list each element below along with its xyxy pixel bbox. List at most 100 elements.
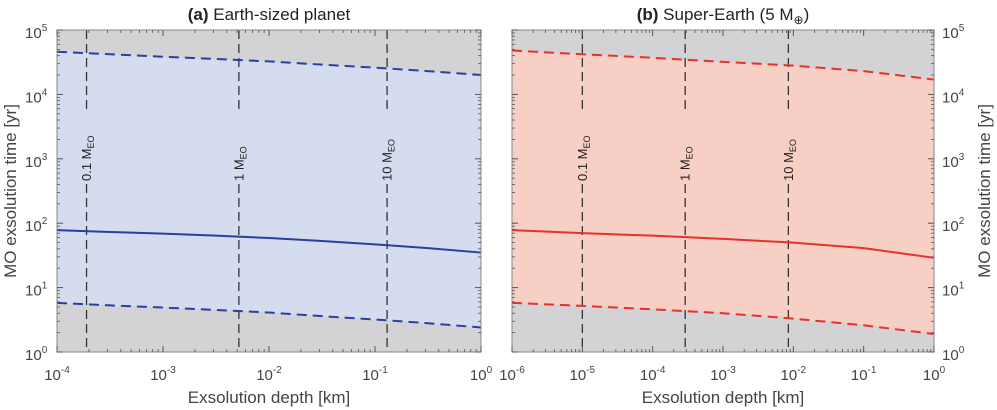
uncertainty-band [512,50,934,335]
reference-label-subscript: EO [582,135,592,148]
reference-label-background [77,112,96,184]
reference-label-text: 1 M [678,159,693,181]
tick-exponent: 1 [42,281,48,292]
x-tick-label: 100 [923,365,946,384]
tick-base: 10 [851,367,868,384]
lower-bound-line [56,301,482,329]
tick-exponent: -5 [586,365,595,376]
tick-exponent: 0 [42,345,48,356]
y-tick-label: 100 [25,345,48,364]
tick-exponent: 3 [42,152,48,163]
y-tick-label: 105 [25,23,48,42]
reference-label-background [676,112,695,184]
y-axis-label: MO exsolution time [yr] [1,104,20,278]
title-text: Earth-sized planet [213,5,350,24]
tick-base: 10 [25,347,42,364]
tick-base: 10 [25,283,42,300]
tick-exponent: -6 [516,365,525,376]
tick-exponent: 0 [487,365,493,376]
reference-label-text: 0.1 M [79,148,94,181]
tick-exponent: 1 [959,281,965,292]
median-line [511,229,935,259]
reference-label-subscript: EO [788,139,798,152]
tick-base: 10 [640,367,657,384]
x-tick-label: 10-4 [44,365,70,384]
y-tick-label: 102 [25,216,48,235]
lower-bound-line [511,301,935,336]
tick-exponent: 0 [940,365,946,376]
panel-title: (a) Earth-sized planet [188,5,351,24]
tick-exponent: 0 [959,345,965,356]
reference-label-background [229,112,248,184]
tick-base: 10 [44,367,61,384]
y-tick-label: 103 [25,152,48,171]
x-axis-label: Exsolution depth [km] [188,388,351,407]
upper-bound-line [511,49,935,81]
x-tick-label: 10-3 [150,365,176,384]
x-tick-label: 100 [470,365,493,384]
tick-base: 10 [25,89,42,106]
title-suffix: ) [804,5,810,24]
reference-line-label: 0.1 MEO [79,135,96,181]
tick-base: 10 [499,367,516,384]
reference-line-label: 10 MEO [380,139,397,181]
tick-exponent: -1 [379,365,388,376]
y-tick-label: 104 [942,87,965,106]
tick-exponent: 3 [959,152,965,163]
reference-line-label: 10 MEO [781,139,798,181]
tick-exponent: -3 [727,365,736,376]
tick-base: 10 [710,367,727,384]
tick-base: 10 [570,367,587,384]
reference-label-subscript: EO [685,146,695,159]
reference-label-background [378,112,397,184]
reference-line-label: 1 MEO [231,146,248,181]
tick-exponent: 4 [959,87,965,98]
y-tick-label: 101 [25,281,48,300]
y-tick-label: 104 [25,87,48,106]
reference-label-text: 10 M [781,152,796,181]
median-line [56,229,482,254]
tick-base: 10 [25,25,42,42]
tick-base: 10 [25,154,42,171]
y-tick-label: 100 [942,345,965,364]
title-text: Super-Earth (5 M [663,5,793,24]
tick-exponent: -3 [167,365,176,376]
reference-label-background [779,112,798,184]
reference-label-background [573,112,592,184]
tick-base: 10 [942,347,959,364]
x-tick-label: 10-4 [640,365,666,384]
tick-exponent: 5 [959,23,965,34]
panel-title: (b) Super-Earth (5 M⊕) [637,5,810,27]
x-axis-label: Exsolution depth [km] [642,388,805,407]
reference-label-subscript: EO [86,135,96,148]
x-tick-label: 10-1 [851,365,877,384]
tick-base: 10 [942,218,959,235]
tick-exponent: 2 [959,216,965,227]
panel-tag: (a) [188,5,209,24]
reference-line-label: 0.1 MEO [575,135,592,181]
x-tick-label: 10-1 [362,365,388,384]
panel-tag: (b) [637,5,659,24]
y-tick-label: 103 [942,152,965,171]
reference-label-text: 1 M [231,159,246,181]
tick-base: 10 [470,367,487,384]
tick-base: 10 [942,283,959,300]
title-subscript: ⊕ [794,13,804,27]
y-tick-label: 105 [942,23,965,42]
tick-base: 10 [923,367,940,384]
y-axis-label: MO exsolution time [yr] [975,104,994,278]
x-tick-label: 10-5 [570,365,596,384]
reference-label-subscript: EO [238,146,248,159]
reference-label-text: 0.1 M [575,148,590,181]
uncertainty-band [57,51,481,328]
tick-exponent: 4 [42,87,48,98]
x-tick-label: 10-2 [256,365,282,384]
tick-base: 10 [362,367,379,384]
tick-base: 10 [942,25,959,42]
tick-exponent: 2 [42,216,48,227]
tick-base: 10 [942,154,959,171]
reference-label-text: 10 M [380,152,395,181]
tick-exponent: -4 [657,365,666,376]
tick-base: 10 [942,89,959,106]
